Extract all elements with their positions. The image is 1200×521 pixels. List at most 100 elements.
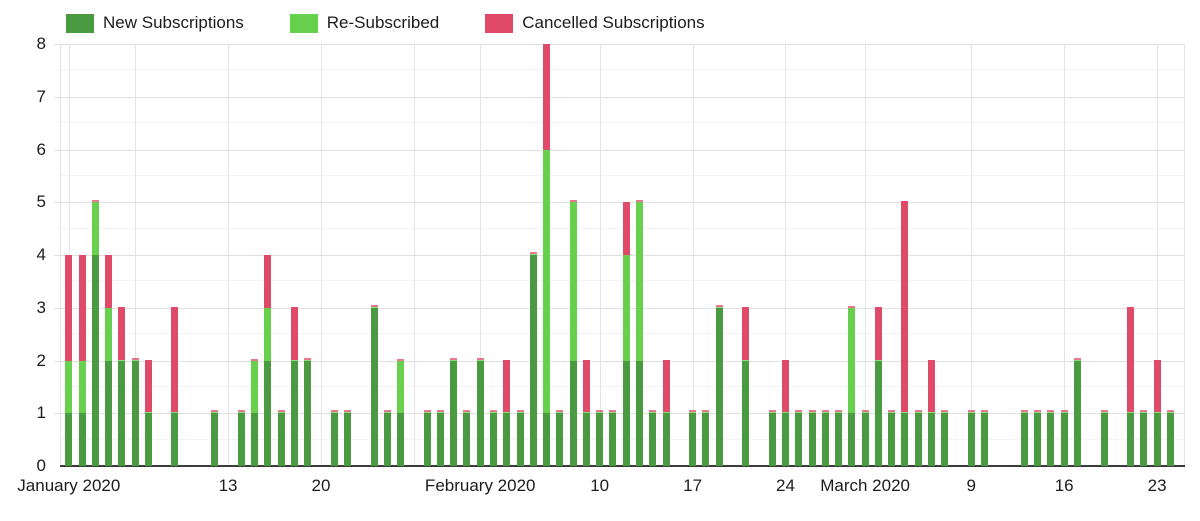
stacked-bar-day-72[interactable]: [1020, 410, 1028, 466]
segment-cancelled: [941, 410, 949, 413]
segment-resubscribed: [808, 412, 816, 414]
segment-new: [144, 413, 152, 466]
segment-resubscribed: [529, 254, 537, 255]
stacked-bar-day-82[interactable]: [1153, 359, 1161, 466]
stacked-bar-day-14[interactable]: [251, 358, 259, 466]
stacked-bar-day-76[interactable]: [1073, 357, 1081, 466]
segment-cancelled: [131, 357, 139, 360]
stacked-bar-day-30[interactable]: [463, 410, 471, 466]
segment-new: [861, 413, 869, 466]
segment-cancelled: [835, 410, 843, 413]
stacked-bar-day-57[interactable]: [821, 410, 829, 466]
stacked-bar-day-24[interactable]: [383, 410, 391, 466]
stacked-bar-day-58[interactable]: [835, 410, 843, 466]
stacked-bar-day-6[interactable]: [144, 359, 152, 466]
stacked-bar-day-43[interactable]: [635, 200, 643, 466]
stacked-bar-day-15[interactable]: [264, 255, 272, 466]
stacked-bar-day-37[interactable]: [556, 410, 564, 466]
stacked-bar-day-60[interactable]: [861, 410, 869, 466]
segment-resubscribed: [941, 412, 949, 414]
stacked-bar-day-45[interactable]: [662, 359, 670, 466]
stacked-bar-day-62[interactable]: [888, 410, 896, 466]
stacked-bar-day-11[interactable]: [211, 410, 219, 466]
stacked-bar-day-54[interactable]: [781, 359, 789, 466]
stacked-bar-day-16[interactable]: [277, 410, 285, 466]
stacked-bar-day-23[interactable]: [370, 304, 378, 466]
stacked-bar-day-53[interactable]: [768, 410, 776, 466]
stacked-bar-day-17[interactable]: [290, 306, 298, 466]
segment-new: [237, 413, 245, 466]
stacked-bar-day-4[interactable]: [118, 306, 126, 466]
stacked-bar-day-8[interactable]: [171, 306, 179, 466]
segment-resubscribed: [277, 412, 285, 414]
stacked-bar-day-2[interactable]: [91, 200, 99, 466]
segment-new: [211, 413, 219, 466]
stacked-bar-day-25[interactable]: [397, 358, 405, 466]
stacked-bar-day-20[interactable]: [330, 410, 338, 466]
stacked-bar-day-0[interactable]: [65, 255, 73, 466]
stacked-bar-day-5[interactable]: [131, 357, 139, 466]
stacked-bar-day-35[interactable]: [529, 252, 537, 466]
stacked-bar-day-68[interactable]: [967, 410, 975, 466]
stacked-bar-day-47[interactable]: [689, 410, 697, 466]
stacked-bar-day-3[interactable]: [105, 255, 113, 466]
stacked-bar-day-27[interactable]: [423, 410, 431, 466]
cancelled-subscriptions-swatch-icon: [485, 13, 514, 33]
stacked-bar-day-75[interactable]: [1060, 410, 1068, 466]
stacked-bar-day-44[interactable]: [649, 410, 657, 466]
stacked-bar-day-36[interactable]: [543, 44, 551, 466]
stacked-bar-day-73[interactable]: [1034, 410, 1042, 466]
stacked-bar-day-78[interactable]: [1100, 410, 1108, 466]
stacked-bar-day-28[interactable]: [436, 410, 444, 466]
stacked-bar-day-48[interactable]: [702, 410, 710, 466]
stacked-bar-day-55[interactable]: [795, 410, 803, 466]
stacked-bar-day-65[interactable]: [927, 359, 935, 466]
segment-cancelled: [171, 306, 179, 413]
x-gridline: [1064, 44, 1065, 466]
segment-cancelled: [91, 200, 99, 203]
stacked-bar-day-56[interactable]: [808, 410, 816, 466]
segment-new: [264, 360, 272, 466]
stacked-bar-day-59[interactable]: [848, 305, 856, 466]
segment-cancelled: [1166, 410, 1174, 413]
segment-resubscribed: [383, 412, 391, 414]
segment-cancelled: [808, 410, 816, 413]
segment-new: [768, 413, 776, 466]
stacked-bar-day-1[interactable]: [78, 255, 86, 466]
stacked-bar-day-42[interactable]: [622, 202, 630, 466]
segment-resubscribed: [967, 412, 975, 414]
stacked-bar-day-49[interactable]: [715, 304, 723, 466]
segment-cancelled: [861, 410, 869, 413]
segment-cancelled: [397, 358, 405, 361]
stacked-bar-day-18[interactable]: [304, 357, 312, 466]
stacked-bar-day-41[interactable]: [609, 410, 617, 466]
stacked-bar-day-61[interactable]: [874, 306, 882, 466]
stacked-bar-day-64[interactable]: [914, 410, 922, 466]
segment-resubscribed: [609, 412, 617, 414]
stacked-bar-day-33[interactable]: [503, 359, 511, 466]
stacked-bar-day-31[interactable]: [476, 357, 484, 466]
stacked-bar-day-66[interactable]: [941, 410, 949, 466]
segment-resubscribed: [171, 412, 179, 414]
stacked-bar-day-69[interactable]: [981, 410, 989, 466]
stacked-bar-day-32[interactable]: [490, 410, 497, 466]
stacked-bar-day-34[interactable]: [516, 410, 524, 466]
stacked-bar-day-83[interactable]: [1166, 410, 1174, 466]
y-axis-tick-label: 1: [36, 403, 46, 423]
segment-cancelled: [715, 304, 723, 307]
stacked-bar-day-13[interactable]: [237, 410, 245, 466]
stacked-bar-day-81[interactable]: [1140, 410, 1148, 466]
segment-new: [941, 413, 949, 466]
stacked-bar-day-38[interactable]: [569, 200, 577, 466]
segment-cancelled: [450, 357, 458, 360]
stacked-bar-day-63[interactable]: [901, 201, 909, 466]
stacked-bar-day-29[interactable]: [450, 357, 458, 466]
y-axis-tick-label: 8: [36, 34, 46, 53]
stacked-bar-day-40[interactable]: [596, 410, 604, 466]
stacked-bar-day-21[interactable]: [344, 410, 351, 466]
stacked-bar-day-51[interactable]: [742, 306, 750, 466]
stacked-bar-day-80[interactable]: [1127, 306, 1135, 466]
stacked-bar-day-39[interactable]: [582, 359, 590, 466]
segment-new: [967, 413, 975, 466]
stacked-bar-day-74[interactable]: [1047, 410, 1055, 466]
